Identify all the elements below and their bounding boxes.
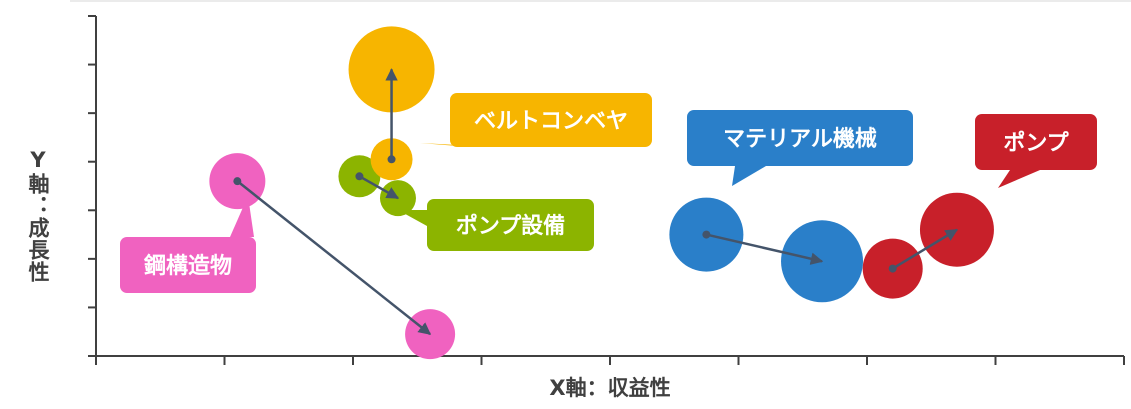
- callout-label: ポンプ: [975, 114, 1097, 188]
- callout-tail: [998, 170, 1040, 188]
- callout-label: マテリアル機械: [687, 110, 913, 186]
- callout-label: ポンプ設備: [398, 199, 594, 251]
- callout-label: 鋼構造物: [120, 196, 256, 293]
- callout-tail: [732, 166, 766, 186]
- x-axis-label: X軸：収益性: [549, 376, 671, 400]
- arrows: [233, 68, 959, 336]
- movement-arrow: [706, 233, 824, 265]
- callout-box: [427, 199, 594, 251]
- callout-box: [687, 110, 913, 166]
- movement-arrow: [236, 180, 432, 336]
- callout-text: ベルトコンベヤ: [474, 109, 628, 134]
- bubbles: [209, 26, 994, 360]
- callout-text: ポンプ設備: [456, 213, 565, 239]
- callout-box: [120, 237, 256, 293]
- callout-box: [975, 114, 1097, 170]
- callout-label: ベルトコンベヤ: [420, 93, 652, 147]
- callout-box: [450, 93, 652, 147]
- movement-arrow: [892, 228, 959, 270]
- callout-tail: [398, 210, 427, 226]
- callout-text: ポンプ: [1003, 130, 1069, 156]
- axes: [88, 15, 1125, 365]
- y-axis-label: Y軸：成長性: [26, 148, 50, 283]
- top-border: [70, 0, 1131, 2]
- callout-text: マテリアル機械: [723, 127, 877, 152]
- movement-arrow: [358, 175, 400, 200]
- callout-tail: [230, 196, 254, 237]
- callout-text: 鋼構造物: [143, 253, 232, 279]
- callout-tail: [420, 143, 496, 147]
